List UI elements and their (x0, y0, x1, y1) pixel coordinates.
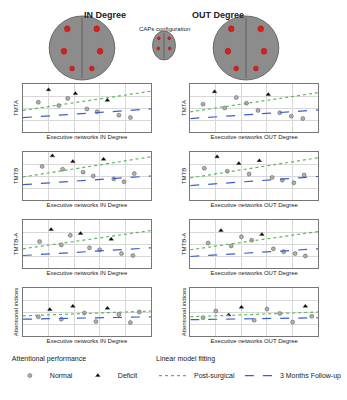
svg-text:Post-surgical: Post-surgical (194, 372, 235, 380)
svg-text:Executive networks OUT Degree: Executive networks OUT Degree (211, 202, 299, 208)
svg-text:Executive networks IN Degree: Executive networks IN Degree (47, 134, 128, 140)
svg-text:Executive networks IN Degree: Executive networks IN Degree (47, 338, 128, 344)
svg-text:Executive networks OUT Degree: Executive networks OUT Degree (211, 270, 299, 276)
svg-text:IN Degree: IN Degree (84, 10, 126, 20)
svg-text:CAPs configuration: CAPs configuration (139, 26, 190, 32)
svg-text:Deficit: Deficit (118, 372, 138, 379)
svg-text:Linear model fitting: Linear model fitting (156, 355, 215, 363)
svg-text:TMTB: TMTB (13, 168, 19, 184)
svg-text:Executive networks IN Degree: Executive networks IN Degree (47, 202, 128, 208)
svg-text:TMTA: TMTA (181, 100, 187, 116)
svg-text:Executive networks OUT Degree: Executive networks OUT Degree (211, 134, 299, 140)
svg-text:Attentional performance: Attentional performance (12, 355, 86, 363)
svg-text:TMTB-A: TMTB-A (181, 233, 187, 255)
svg-text:3 Months Follow-up: 3 Months Follow-up (280, 372, 341, 380)
svg-text:Executive networks OUT Degree: Executive networks OUT Degree (211, 338, 299, 344)
svg-text:TMTB-A: TMTB-A (13, 233, 19, 255)
svg-text:TMTB: TMTB (181, 168, 187, 184)
svg-text:Attentional indices: Attentional indices (181, 288, 187, 337)
svg-text:TMTA: TMTA (13, 100, 19, 116)
svg-text:Attentional indices: Attentional indices (13, 288, 19, 337)
svg-text:Executive networks IN Degree: Executive networks IN Degree (47, 270, 128, 276)
svg-text:OUT Degree: OUT Degree (192, 10, 244, 20)
svg-text:Normal: Normal (50, 372, 73, 379)
